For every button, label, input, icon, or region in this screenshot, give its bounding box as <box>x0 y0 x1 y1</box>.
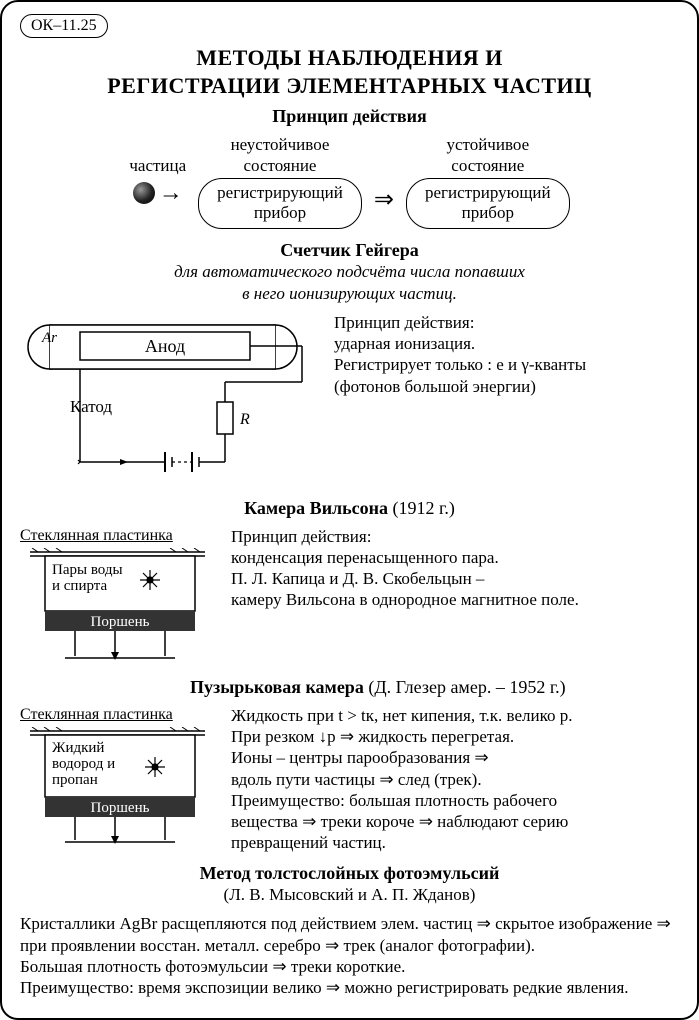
page-title: МЕТОДЫ НАБЛЮДЕНИЯ И РЕГИСТРАЦИИ ЭЛЕМЕНТА… <box>20 44 679 99</box>
svg-text:водород и: водород и <box>52 756 115 772</box>
stable-l1: устойчивое <box>446 135 529 154</box>
device1-l1: регистрирующий <box>217 183 343 202</box>
bubble-t3: Ионы – центры парообразования ⇒ <box>231 747 679 768</box>
title-line1: МЕТОДЫ НАБЛЮДЕНИЯ И <box>196 45 503 70</box>
bubble-glass-label: Стеклянная пластинка <box>20 705 215 725</box>
unstable-column: неустойчивое состояние регистрирующий пр… <box>198 134 362 229</box>
bubble-text: Жидкость при t > tк, нет кипения, т.к. в… <box>231 705 679 854</box>
geiger-t4: (фотонов большой энергии) <box>334 376 679 397</box>
svg-text:Жидкий: Жидкий <box>52 740 104 756</box>
svg-text:Пары воды: Пары воды <box>52 562 123 578</box>
geiger-sub2: в него ионизирующих частиц. <box>242 284 457 303</box>
wilson-t2: конденсация перенасыщенного пара. <box>231 547 679 568</box>
anode-label: Анод <box>145 336 185 356</box>
unstable-label: неустойчивое состояние <box>231 134 330 177</box>
wilson-text: Принцип действия: конденсация перенасыще… <box>231 526 679 611</box>
geiger-section: Анод Ar Катод R <box>20 312 679 487</box>
wilson-t3: П. Л. Капица и Д. В. Скобельцын – <box>231 568 679 589</box>
geiger-t3: Регистрирует только : e и γ-кванты <box>334 354 679 375</box>
geiger-sub: для автоматического подсчёта числа попав… <box>20 261 679 304</box>
title-line2: РЕГИСТРАЦИИ ЭЛЕМЕНТАРНЫХ ЧАСТИЦ <box>107 73 592 98</box>
emulsion-body: Кристаллики AgBr расщепляются под действ… <box>20 913 679 998</box>
bubble-heading-rest: (Д. Глезер амер. – 1952 г.) <box>364 677 566 697</box>
unstable-l1: неустойчивое <box>231 135 330 154</box>
device-pill-2: регистрирующий прибор <box>406 178 570 229</box>
wilson-heading-year: (1912 г.) <box>388 498 455 518</box>
emulsion-p3: Преимущество: время экспозиции велико ⇒ … <box>20 977 679 998</box>
geiger-heading: Счетчик Гейгера <box>20 239 679 262</box>
geiger-text: Принцип действия: ударная ионизация. Рег… <box>334 312 679 397</box>
emulsion-heading: Метод толстослойных фотоэмульсий <box>20 862 679 885</box>
bubble-t7: превращений частиц. <box>231 832 679 853</box>
resistor-label: R <box>239 411 250 428</box>
wilson-t1: Принцип действия: <box>231 526 679 547</box>
code-tag: ОК–11.25 <box>20 14 108 38</box>
wilson-diagram: Стеклянная пластинка Пары воды и спирта … <box>20 526 215 669</box>
double-arrow-icon: ⇒ <box>374 185 394 215</box>
geiger-t1: Принцип действия: <box>334 312 679 333</box>
bubble-heading-bold: Пузырьковая камера <box>190 677 364 697</box>
geiger-t2: ударная ионизация. <box>334 333 679 354</box>
particle-block: частица → <box>129 155 186 208</box>
gas-label: Ar <box>41 330 57 346</box>
unstable-l2: состояние <box>244 156 317 175</box>
bubble-t1: Жидкость при t > tк, нет кипения, т.к. в… <box>231 705 679 726</box>
geiger-sub1: для автоматического подсчёта числа попав… <box>174 262 525 281</box>
particle-label: частица <box>129 155 186 176</box>
device1-l2: прибор <box>254 203 306 222</box>
bubble-section: Стеклянная пластинка Жидкий водород и пр… <box>20 705 679 854</box>
bubble-t4: вдоль пути частицы ⇒ след (трек). <box>231 769 679 790</box>
wilson-t4: камеру Вильсона в однородное магнитное п… <box>231 589 679 610</box>
wilson-glass-label: Стеклянная пластинка <box>20 526 215 546</box>
svg-text:и спирта: и спирта <box>52 578 108 594</box>
bubble-t2: При резком ↓p ⇒ жидкость перегретая. <box>231 726 679 747</box>
wilson-heading: Камера Вильсона (1912 г.) <box>20 497 679 520</box>
bubble-diagram: Стеклянная пластинка Жидкий водород и пр… <box>20 705 215 853</box>
emulsion-authors: (Л. В. Мысовский и А. П. Жданов) <box>20 884 679 905</box>
principle-heading: Принцип действия <box>20 105 679 128</box>
principle-diagram: частица → неустойчивое состояние регистр… <box>20 134 679 229</box>
stable-label: устойчивое состояние <box>446 134 529 177</box>
bubble-t6: вещества ⇒ треки короче ⇒ наблюдают сери… <box>231 811 679 832</box>
device2-l1: регистрирующий <box>425 183 551 202</box>
svg-text:пропан: пропан <box>52 772 98 788</box>
cathode-label: Катод <box>70 397 112 416</box>
bubble-t5: Преимущество: большая плотность рабочего <box>231 790 679 811</box>
wilson-heading-bold: Камера Вильсона <box>244 498 388 518</box>
device-pill-1: регистрирующий прибор <box>198 178 362 229</box>
bubble-heading: Пузырьковая камера (Д. Глезер амер. – 19… <box>20 676 679 699</box>
wilson-section: Стеклянная пластинка Пары воды и спирта … <box>20 526 679 669</box>
svg-text:Поршень: Поршень <box>91 800 150 816</box>
device2-l2: прибор <box>462 203 514 222</box>
arrow-icon: → <box>159 178 183 208</box>
particle-icon <box>133 182 155 204</box>
svg-text:Поршень: Поршень <box>91 614 150 630</box>
stable-l2: состояние <box>451 156 524 175</box>
geiger-diagram: Анод Ar Катод R <box>20 312 320 487</box>
stable-column: устойчивое состояние регистрирующий приб… <box>406 134 570 229</box>
emulsion-p2: Большая плотность фотоэмульсии ⇒ треки к… <box>20 956 679 977</box>
emulsion-p1: Кристаллики AgBr расщепляются под действ… <box>20 913 679 956</box>
